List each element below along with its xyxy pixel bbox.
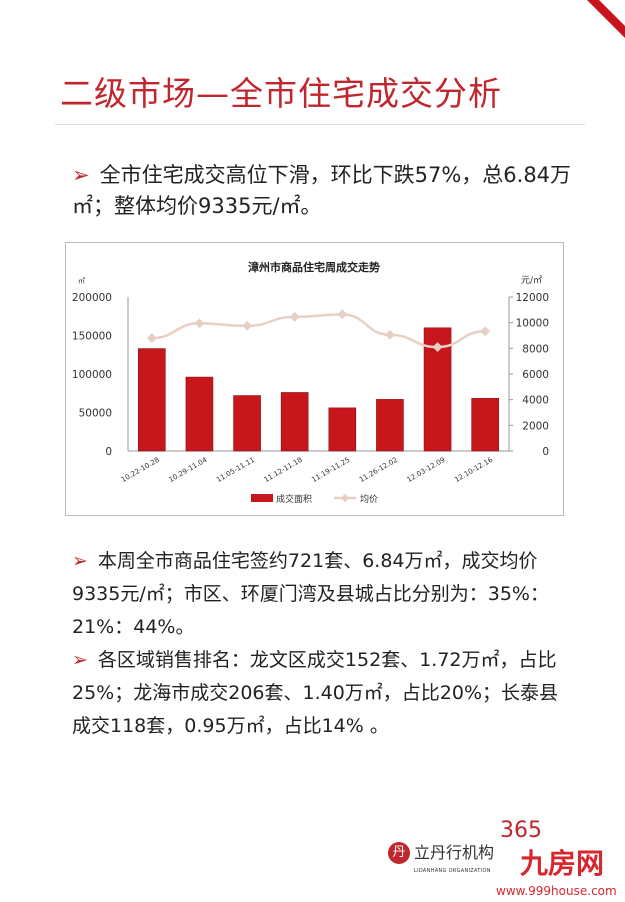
logo-subtitle: LIDANHANG ORGANIZATION <box>414 868 491 874</box>
price-point-11.26-12.02 <box>384 329 395 340</box>
arrow-bullet-icon: ➢ <box>72 550 88 572</box>
summary-bullet: ➢ 全市住宅成交高位下滑，环比下跌57%，总6.84万㎡；整体均价9335元/㎡。 <box>72 160 572 222</box>
chart-title: 漳州市商品住宅周成交走势 <box>248 260 380 274</box>
paragraphs: ➢ 本周全市商品住宅签约721套、6.84万㎡，成交均价9335元/㎡；市区、环厦… <box>72 545 572 743</box>
left-tick-label: 200000 <box>72 292 112 304</box>
legend-bar-label: 成交面积 <box>276 493 312 505</box>
x-tick-label: 12.03-12.09 <box>406 456 447 484</box>
bar-10.29-11.04 <box>185 376 214 452</box>
x-tick-label: 11.19-11.25 <box>310 456 351 484</box>
price-line <box>151 313 486 349</box>
bar-12.10-12.16 <box>471 398 499 452</box>
left-tick-label: 0 <box>105 446 112 458</box>
right-axis-unit: 元/㎡ <box>521 275 542 286</box>
bar-11.26-12.02 <box>376 399 404 452</box>
price-point-11.19-11.25 <box>337 309 348 320</box>
bar-11.19-11.25 <box>328 407 357 452</box>
right-tick-label: 6000 <box>522 369 549 381</box>
right-tick-label: 8000 <box>522 343 549 355</box>
left-tick-label: 100000 <box>72 369 112 381</box>
right-tick-label: 2000 <box>522 420 549 432</box>
watermark-url: www.999house.com <box>496 884 617 898</box>
right-tick-label: 0 <box>542 446 549 458</box>
bar-10.22-10.28 <box>138 348 166 452</box>
x-tick-label: 11.05-11.11 <box>215 456 256 484</box>
legend-line-label: 均价 <box>360 493 378 505</box>
price-point-12.10-12.16 <box>480 326 491 337</box>
right-tick-label: 10000 <box>516 318 549 330</box>
x-tick-label: 11.26-12.02 <box>358 456 399 484</box>
divider <box>55 124 585 125</box>
price-point-11.12-11.18 <box>289 311 300 322</box>
x-tick-label: 10.22-10.28 <box>120 456 161 484</box>
price-point-11.05-11.11 <box>242 320 253 331</box>
bar-11.05-11.11 <box>233 395 261 452</box>
x-tick-label: 12.10-12.16 <box>453 456 494 485</box>
price-point-10.29-11.04 <box>194 318 205 329</box>
summary-text: 全市住宅成交高位下滑，环比下跌57%，总6.84万㎡；整体均价9335元/㎡。 <box>72 163 572 218</box>
x-tick-label: 10.29-11.04 <box>168 456 209 485</box>
arrow-bullet-icon: ➢ <box>72 163 90 187</box>
bar-11.12-11.18 <box>280 392 309 452</box>
left-axis-unit: ㎡ <box>78 277 85 285</box>
365-badge: 365 <box>500 818 542 843</box>
page-title: 二级市场—全市住宅成交分析 <box>60 74 502 113</box>
lidanhang-logo: 丹 立丹行机构 <box>388 842 494 864</box>
right-tick-label: 12000 <box>516 292 549 304</box>
price-point-12.03-12.09 <box>432 342 443 352</box>
paragraph-1: ➢ 本周全市商品住宅签约721套、6.84万㎡，成交均价9335元/㎡；市区、环厦… <box>72 550 549 638</box>
left-tick-label: 50000 <box>79 408 112 420</box>
right-tick-label: 4000 <box>522 395 549 407</box>
paragraph-2: ➢ 各区域销售排名：龙文区成交152套、1.72万㎡，占比25%；龙海市成交206… <box>72 649 559 737</box>
legend-line-marker <box>340 493 350 503</box>
left-tick-label: 150000 <box>72 331 112 343</box>
x-tick-label: 11.12-11.18 <box>263 456 304 484</box>
price-point-10.22-10.28 <box>146 333 157 344</box>
arrow-bullet-icon: ➢ <box>72 649 88 671</box>
legend-bar-swatch <box>251 494 273 502</box>
watermark: 九房网 <box>520 847 605 880</box>
